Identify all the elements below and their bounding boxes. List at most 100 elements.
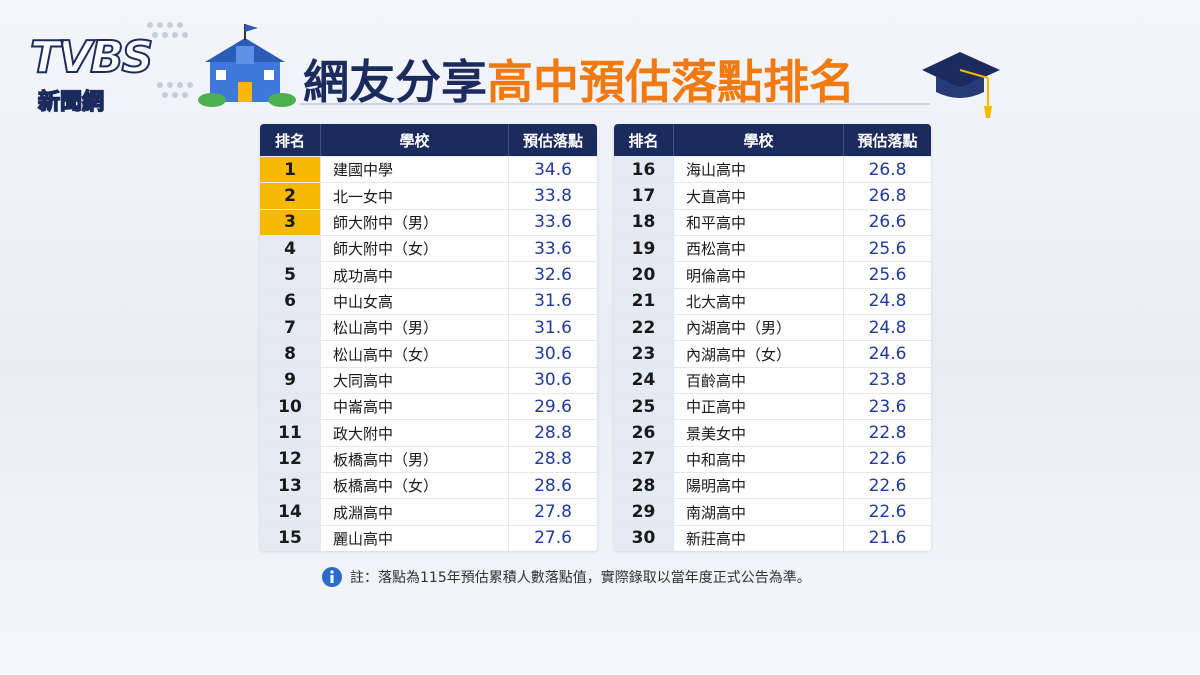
rank-cell: 3 (260, 209, 320, 236)
school-cell: 中和高中 (673, 446, 843, 473)
rank-cell: 29 (614, 499, 673, 525)
rank-cell: 15 (260, 525, 320, 552)
header-cell: 學校 (673, 124, 843, 156)
score-cell: 22.6 (843, 446, 931, 473)
school-cell: 內湖高中（女） (673, 341, 843, 367)
header-cell: 排名 (274, 131, 305, 150)
title-highlight: 高中預估落點排名 (487, 55, 855, 109)
score-cell: 31.6 (508, 288, 597, 315)
school-cell: 大同高中 (320, 367, 508, 394)
table-row: 3 師大附中（男） 33.6 (260, 208, 597, 236)
score-cell: 30.6 (508, 341, 597, 367)
rank-cell: 12 (260, 446, 320, 473)
rank-cell: 9 (260, 367, 320, 394)
score-cell: 27.8 (508, 499, 597, 525)
school-cell: 景美女中 (673, 420, 843, 446)
score-cell: 33.8 (508, 183, 597, 209)
table-row: 28 陽明高中 22.6 (614, 472, 931, 499)
table-row: 19 西松高中 25.6 (614, 235, 931, 262)
school-cell: 南湖高中 (673, 499, 843, 525)
school-cell: 北大高中 (673, 288, 843, 315)
rank-cell: 22 (614, 315, 673, 341)
rank-cell: 16 (614, 157, 673, 183)
score-cell: 25.6 (843, 236, 931, 262)
rank-cell: 4 (260, 236, 320, 262)
school-cell: 大直高中 (673, 183, 843, 209)
rank-cell: 26 (614, 420, 673, 446)
table-row: 18 和平高中 26.6 (614, 208, 931, 236)
rank-cell: 10 (260, 394, 320, 420)
score-cell: 27.6 (508, 525, 597, 552)
table: 排名 學校 預估落點 1 建國中學 34.6 2 北一女中 33.8 3 師大附中（男） 33.6 4 師… (260, 124, 597, 552)
rank-cell: 2 (260, 183, 320, 209)
school-cell: 建國中學 (320, 157, 508, 183)
school-cell: 麗山高中 (320, 525, 508, 552)
school-cell: 板橋高中（男） (320, 446, 508, 473)
table-row: 26 景美女中 22.8 (614, 419, 931, 446)
score-cell: 22.6 (843, 473, 931, 499)
score-cell: 28.8 (508, 446, 597, 473)
info-icon (322, 567, 342, 587)
score-cell: 26.6 (843, 209, 931, 236)
school-icon (198, 24, 296, 107)
rank-cell: 7 (260, 315, 320, 341)
table-row: 24 百齡高中 23.8 (614, 366, 931, 394)
note: 註：落點為115年預估累積人數落點值，實際錄取以當年度正式公告為準。 (322, 567, 811, 587)
table: 排名 學校 預估落點 16 海山高中 26.8 17 大直高中 26.8 18 和平高中 26.6 19… (614, 124, 931, 552)
school-cell: 新莊高中 (673, 525, 843, 552)
table-row: 20 明倫高中 25.6 (614, 261, 931, 288)
table-row: 10 中崙高中 29.6 (260, 393, 597, 420)
score-cell: 24.8 (843, 315, 931, 341)
graduation-cap (922, 52, 1000, 118)
school-cell: 板橋高中（女） (320, 473, 508, 499)
score-cell: 28.8 (508, 420, 597, 446)
logo-brand: TVBS (29, 31, 154, 84)
school-cell: 師大附中（男） (320, 209, 508, 236)
table-row: 7 松山高中（男） 31.6 (260, 314, 597, 341)
table-header: 排名 學校 預估落點 (614, 124, 931, 156)
table-row: 9 大同高中 30.6 (260, 366, 597, 394)
header-cell: 預估落點 (843, 124, 931, 156)
rank-cell: 17 (614, 183, 673, 209)
rank-cell: 5 (260, 262, 320, 288)
score-cell: 33.6 (508, 209, 597, 236)
header-cell: 預估落點 (508, 124, 597, 156)
school-cell: 明倫高中 (673, 262, 843, 288)
score-cell: 26.8 (843, 157, 931, 183)
school-cell: 成淵高中 (320, 499, 508, 525)
rank-cell: 8 (260, 341, 320, 367)
rank-cell: 30 (614, 525, 673, 552)
school-cell: 中山女高 (320, 288, 508, 315)
score-cell: 22.8 (843, 420, 931, 446)
school-cell: 和平高中 (673, 209, 843, 236)
header-cell: 排名 (628, 131, 659, 150)
table-row: 12 板橋高中（男） 28.8 (260, 445, 597, 473)
rank-cell: 25 (614, 394, 673, 420)
score-cell: 34.6 (508, 157, 597, 183)
table-row: 21 北大高中 24.8 (614, 287, 931, 315)
school-cell: 松山高中（女） (320, 341, 508, 367)
school-cell: 中正高中 (673, 394, 843, 420)
score-cell: 23.6 (843, 394, 931, 420)
school-cell: 陽明高中 (673, 473, 843, 499)
rank-cell: 6 (260, 288, 320, 315)
score-cell: 24.8 (843, 288, 931, 315)
score-cell: 25.6 (843, 262, 931, 288)
title: 網友分享高中預估落點排名 (303, 46, 855, 112)
score-cell: 26.8 (843, 183, 931, 209)
score-cell: 28.6 (508, 473, 597, 499)
rank-cell: 11 (260, 420, 320, 446)
header-cell: 學校 (320, 124, 508, 156)
score-cell: 29.6 (508, 394, 597, 420)
rank-cell: 18 (614, 209, 673, 236)
school-cell: 海山高中 (673, 157, 843, 183)
school-cell: 師大附中（女） (320, 236, 508, 262)
school-cell: 松山高中（男） (320, 315, 508, 341)
rank-cell: 14 (260, 499, 320, 525)
table-row: 16 海山高中 26.8 (614, 156, 931, 183)
table-row: 5 成功高中 32.6 (260, 261, 597, 288)
rank-cell: 24 (614, 367, 673, 394)
table-row: 2 北一女中 33.8 (260, 182, 597, 209)
table-row: 27 中和高中 22.6 (614, 445, 931, 473)
